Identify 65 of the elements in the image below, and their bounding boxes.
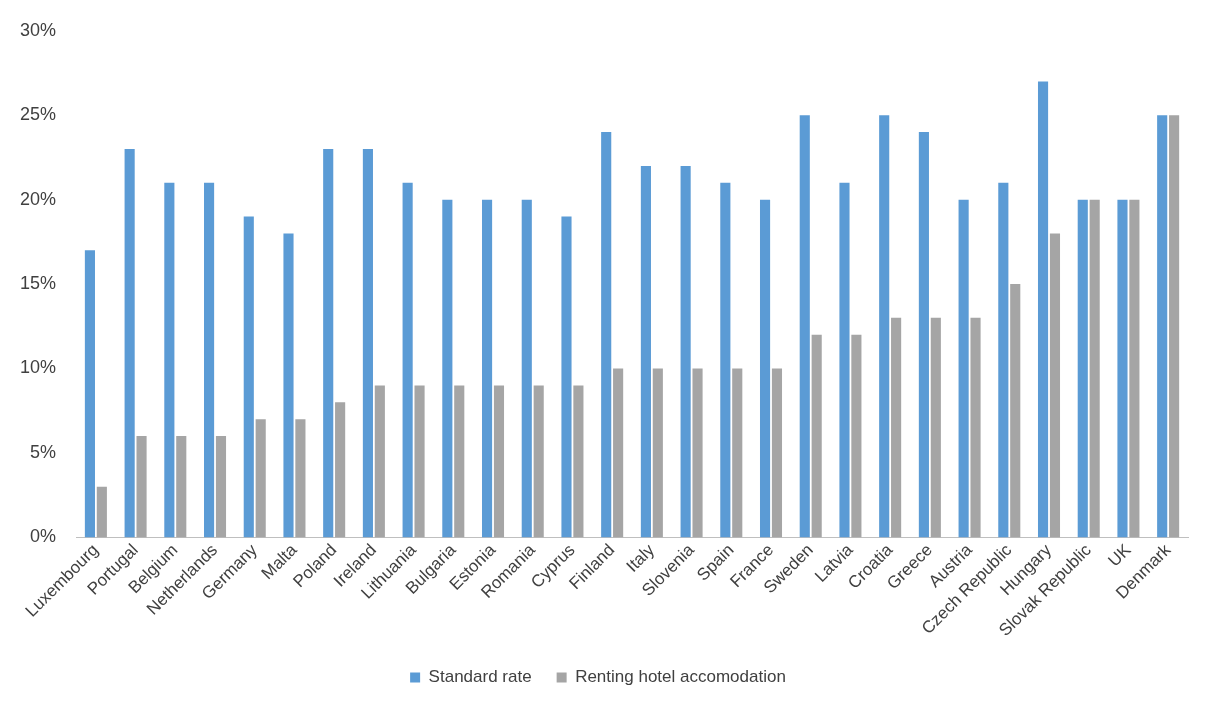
bar xyxy=(362,149,373,538)
bar xyxy=(335,402,346,538)
bar xyxy=(1117,199,1128,538)
bar xyxy=(1129,199,1140,538)
bar xyxy=(493,385,505,538)
bar xyxy=(255,419,266,538)
legend-label: Renting hotel accomodation xyxy=(575,667,786,687)
bar xyxy=(84,250,95,538)
bar xyxy=(124,149,135,538)
bar xyxy=(799,115,810,538)
bar xyxy=(402,182,413,538)
bar xyxy=(771,368,783,538)
bar xyxy=(164,182,175,538)
y-tick-label: 10% xyxy=(20,357,57,378)
bar xyxy=(1157,115,1168,538)
y-tick-label: 0% xyxy=(30,526,57,547)
bar xyxy=(573,385,584,538)
bar xyxy=(1049,233,1061,538)
bar xyxy=(970,317,981,538)
bar xyxy=(680,165,691,538)
bar xyxy=(243,216,254,538)
bar xyxy=(454,385,465,538)
bar xyxy=(918,132,929,538)
bar xyxy=(720,182,731,538)
bar xyxy=(958,199,969,538)
bar xyxy=(1169,115,1180,538)
bar xyxy=(839,182,850,538)
bar xyxy=(652,368,663,538)
bar xyxy=(561,216,572,538)
bar xyxy=(176,436,187,538)
bar xyxy=(442,199,453,538)
bar xyxy=(759,199,771,538)
legend-label: Standard rate xyxy=(428,667,532,687)
y-tick-label: 5% xyxy=(30,441,57,462)
bar xyxy=(283,233,294,538)
bar xyxy=(295,419,306,538)
y-tick-label: 25% xyxy=(20,104,57,125)
bar xyxy=(692,368,703,538)
bar xyxy=(891,317,902,538)
y-tick-label: 20% xyxy=(20,188,57,209)
bar xyxy=(323,149,334,538)
bar xyxy=(879,115,890,538)
y-tick-label: 30% xyxy=(20,19,57,40)
bar xyxy=(732,368,743,538)
bar xyxy=(930,317,941,538)
bar xyxy=(601,132,612,538)
bar xyxy=(204,182,215,538)
y-tick-label: 15% xyxy=(20,273,57,294)
bar xyxy=(998,182,1009,538)
bar xyxy=(851,334,862,538)
bar xyxy=(1037,81,1049,538)
bar xyxy=(1089,199,1100,538)
bar xyxy=(215,436,227,538)
bar xyxy=(374,385,385,538)
bar xyxy=(1010,284,1021,538)
bar xyxy=(640,165,651,538)
bar xyxy=(521,199,532,538)
bar xyxy=(1077,199,1088,538)
bar xyxy=(533,385,544,538)
bar xyxy=(96,486,107,538)
bar xyxy=(482,199,493,538)
bar xyxy=(136,436,147,538)
bar xyxy=(414,385,425,538)
bar xyxy=(613,368,624,538)
bar xyxy=(811,334,822,538)
